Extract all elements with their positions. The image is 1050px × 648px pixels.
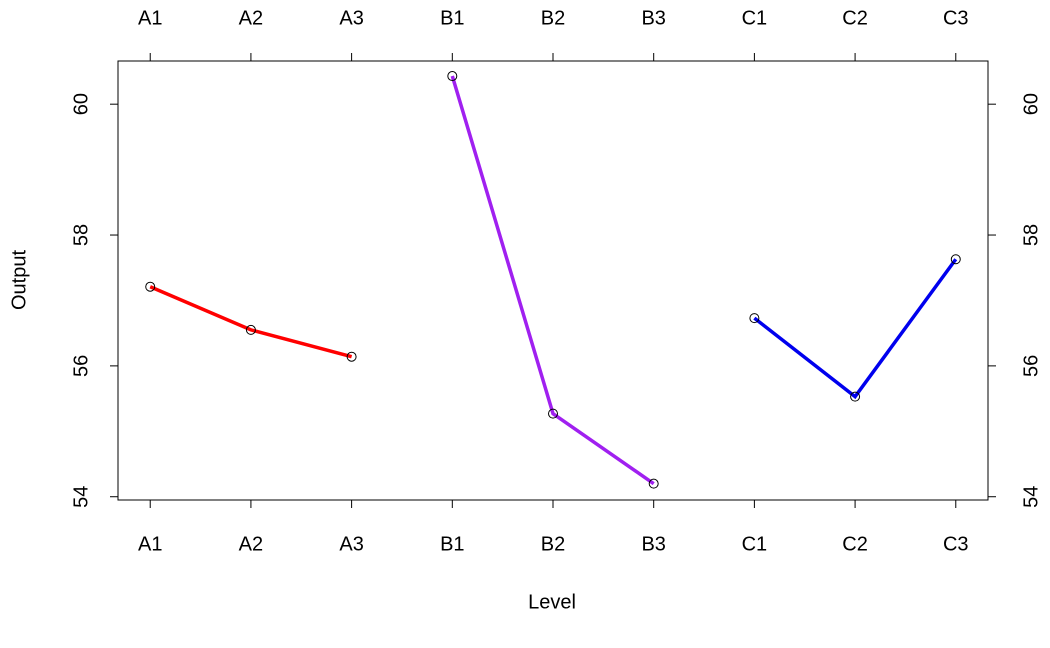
point — [749, 313, 760, 324]
y-tick-label: 60 — [70, 93, 92, 115]
x-tick-label: C2 — [842, 533, 868, 555]
series-line — [450, 75, 655, 486]
series-line — [753, 258, 958, 400]
point — [346, 351, 357, 362]
x-tick-label: C3 — [943, 7, 969, 29]
y-tick-label: 54 — [70, 486, 92, 508]
x-tick-label: A1 — [138, 7, 162, 29]
x-tick-label: A1 — [138, 533, 162, 555]
y-tick-label: 54 — [1020, 486, 1042, 508]
x-tick-label: B3 — [641, 7, 665, 29]
x-tick-label: C3 — [943, 533, 969, 555]
y-tick-label: 56 — [70, 355, 92, 377]
point — [950, 254, 961, 265]
x-tick-label: B3 — [641, 533, 665, 555]
point — [145, 281, 156, 292]
point — [447, 71, 458, 82]
x-tick-label: C1 — [742, 533, 768, 555]
y-tick-label: 60 — [1020, 93, 1042, 115]
x-tick-label: B2 — [541, 533, 565, 555]
x-tick-label: A3 — [339, 7, 363, 29]
x-tick-label: C2 — [842, 7, 868, 29]
point — [548, 408, 558, 419]
y-tick-label: 56 — [1020, 355, 1042, 377]
point — [245, 324, 256, 335]
x-tick-label: C1 — [742, 7, 768, 29]
x-tick-label: A2 — [239, 7, 263, 29]
point — [850, 391, 861, 402]
y-tick-label: 58 — [70, 224, 92, 246]
plot-frame — [117, 60, 989, 501]
x-tick-label: A3 — [339, 533, 363, 555]
x-axis-label: Level — [528, 591, 576, 613]
y-axis-label: Output — [8, 250, 30, 310]
x-tick-label: B2 — [541, 7, 565, 29]
x-tick-label: B1 — [440, 533, 464, 555]
series-line — [149, 285, 353, 359]
y-tick-label: 58 — [1020, 224, 1042, 246]
point — [648, 478, 659, 489]
x-tick-label: B1 — [440, 7, 464, 29]
x-tick-label: A2 — [239, 533, 263, 555]
